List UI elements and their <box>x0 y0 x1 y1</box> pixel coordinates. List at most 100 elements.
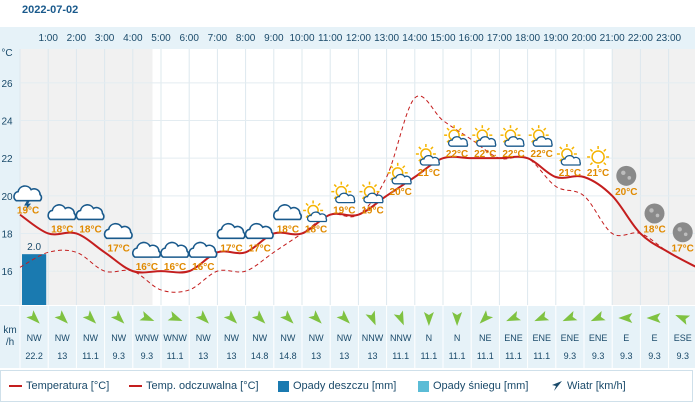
sun-ray <box>373 184 378 188</box>
cloud-shape <box>216 222 246 240</box>
cloud-shape <box>447 136 469 147</box>
wind-arrow-shape <box>590 311 606 322</box>
wind-direction-label: E <box>651 333 657 343</box>
sun-ray <box>418 158 422 162</box>
wind-arrow-icon <box>590 311 606 322</box>
legend-temp-label: Temperatura [°C] <box>26 380 110 392</box>
sun-icon <box>587 146 610 168</box>
wind-arrow-shape <box>167 311 183 321</box>
wind-unit-label: km <box>3 325 16 336</box>
wind-arrow-shape <box>139 311 155 321</box>
date-title: 2022-07-02 <box>22 4 79 16</box>
hour-temp-label: 17°C <box>672 243 694 254</box>
sun-ray <box>305 202 309 207</box>
wind-arrow-icon <box>336 310 350 324</box>
wind-speed-label: 11.1 <box>533 351 550 361</box>
wind-speed-label: 9.3 <box>592 351 605 361</box>
wind-arrow-icon <box>452 312 463 326</box>
wind-arrow-shape <box>452 312 463 326</box>
legend: Temperatura [°C] Temp. odczuwalna [°C] O… <box>0 370 693 402</box>
cloud-icon <box>244 222 274 240</box>
sun-ray <box>317 202 321 207</box>
hour-temp-label: 18°C <box>277 224 299 235</box>
wind-speed-label: 13 <box>57 351 67 361</box>
wind-speed-label: 11.1 <box>82 351 99 361</box>
sun-ray <box>514 127 519 131</box>
wind-arrow-icon <box>167 311 183 321</box>
sun-ray <box>361 196 366 200</box>
x-tick-label: 17:00 <box>487 33 512 44</box>
wind-arrow-shape <box>646 313 661 323</box>
wind-arrow-icon <box>479 310 494 324</box>
wind-direction-label: NW <box>27 333 42 343</box>
moon-crater <box>649 208 654 213</box>
moon-crater <box>621 170 626 176</box>
thunder-cloud-icon <box>13 185 43 202</box>
wind-speed-label: 11.1 <box>477 351 494 361</box>
sun-ray <box>333 196 337 200</box>
wind-arrow-shape <box>26 310 40 324</box>
hour-temp-label: 21°C <box>418 168 440 179</box>
hour-temp-label: 16°C <box>136 262 158 273</box>
wind-arrow-shape <box>534 311 550 322</box>
hour-temp-label: 18°C <box>305 224 327 235</box>
sun-ray <box>531 139 535 143</box>
wind-direction-label: NW <box>83 333 98 343</box>
wind-direction-label: NNW <box>362 333 384 343</box>
y-tick-label: 18 <box>1 229 13 240</box>
cloud-shape <box>188 241 218 258</box>
small-cloud-icon <box>560 154 581 166</box>
cloud-shape <box>75 204 105 221</box>
wind-speed-label: 9.3 <box>620 351 633 361</box>
wind-speed-label: 9.3 <box>676 351 689 361</box>
x-tick-label: 10:00 <box>289 33 314 44</box>
hour-temp-label: 19°C <box>17 206 39 217</box>
wind-arrow-icon <box>195 310 209 324</box>
wind-arrow-shape <box>195 310 209 324</box>
sun-ray <box>474 127 478 131</box>
wind-arrow-shape <box>393 310 404 326</box>
y-axis-band <box>0 49 20 305</box>
hour-temp-label: 21°C <box>587 168 609 179</box>
x-tick-label: 3:00 <box>95 33 115 44</box>
sun-ray <box>559 158 563 162</box>
hour-temp-label: 18°C <box>79 224 101 235</box>
cloud-icon <box>47 204 77 221</box>
cloud-shape <box>532 136 553 147</box>
wind-direction-label: NW <box>224 333 239 343</box>
x-tick-label: 7:00 <box>208 33 228 44</box>
cloud-icon <box>273 204 302 221</box>
sun-disc <box>591 150 605 164</box>
moon-icon <box>644 203 665 224</box>
sun-ray <box>502 127 507 131</box>
sun-ray <box>390 165 394 169</box>
small-cloud-icon <box>532 136 553 147</box>
wind-speed-label: 11.1 <box>505 351 522 361</box>
hour-temp-label: 22°C <box>531 149 553 160</box>
cloud-shape <box>335 192 356 204</box>
sun-ray <box>345 184 349 188</box>
y-unit-label: °C <box>1 48 12 59</box>
wind-arrow-icon <box>308 310 322 324</box>
wind-direction-label: WNW <box>135 333 159 343</box>
sun-ray <box>571 146 575 150</box>
legend-wind: Wiatr [km/h] <box>551 380 626 392</box>
x-tick-label: 8:00 <box>236 33 256 44</box>
wind-direction-label: N <box>426 333 433 343</box>
wind-direction-label: E <box>623 333 629 343</box>
wind-direction-label: ENE <box>561 333 580 343</box>
cloud-icon <box>75 204 105 221</box>
sun-ray <box>543 127 547 131</box>
wind-arrow-icon <box>423 312 434 326</box>
sun-ray <box>430 146 434 150</box>
wind-arrow-shape <box>54 310 68 324</box>
sun-ray <box>402 165 406 169</box>
sun-ray <box>559 146 563 150</box>
wind-arrow-icon <box>675 315 691 325</box>
cloud-shape <box>560 154 581 166</box>
cloud-shape <box>103 222 133 240</box>
wind-direction-label: NW <box>252 333 267 343</box>
wind-arrow-shape <box>280 310 294 324</box>
moon-crater <box>683 232 688 237</box>
x-tick-label: 11:00 <box>318 33 343 44</box>
